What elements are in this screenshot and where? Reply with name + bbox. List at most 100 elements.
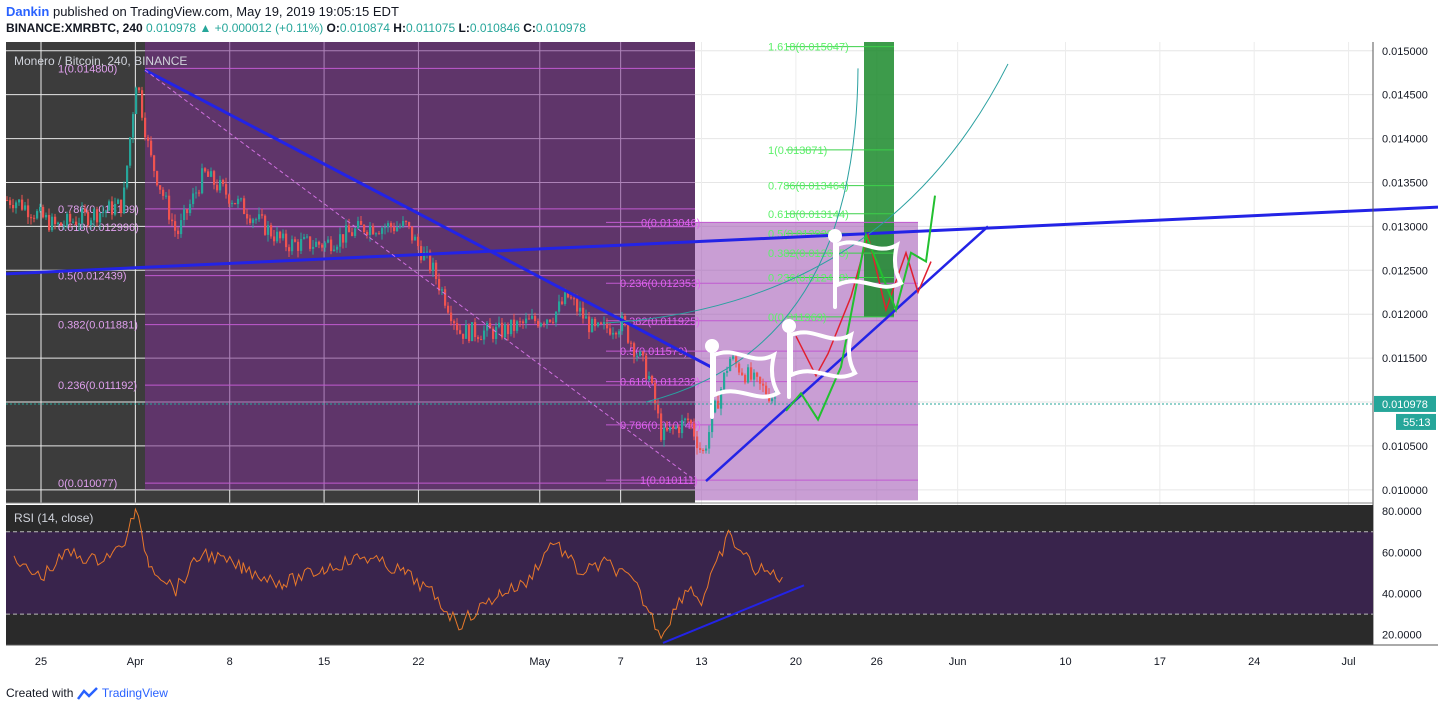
fib-green-label: 0.382(0.012695) — [768, 248, 849, 260]
candle-body — [339, 234, 342, 247]
candle-body — [702, 450, 705, 452]
candle-body — [717, 400, 720, 409]
candle-body — [525, 318, 528, 324]
candle-body — [27, 205, 30, 218]
candle-body — [117, 199, 120, 204]
candle-body — [363, 224, 366, 232]
candle-body — [522, 321, 525, 324]
candle-body — [96, 209, 99, 223]
candle-body — [378, 233, 381, 235]
candle-body — [585, 316, 588, 319]
price-axis-label: 0.015000 — [1382, 46, 1428, 58]
flag-icon-cloth — [712, 350, 781, 399]
candle-body — [183, 209, 186, 221]
candle-body — [660, 413, 663, 440]
fib-left-label: 0.236(0.011192) — [58, 380, 137, 392]
candle-body — [300, 239, 303, 251]
created-with-text: Created with — [6, 686, 74, 700]
candle-body — [66, 213, 69, 226]
candle-body — [252, 219, 255, 223]
candle-body — [612, 332, 615, 335]
candle-body — [9, 200, 12, 206]
close-label: C: — [523, 21, 536, 35]
candle-body — [39, 206, 42, 212]
candle-body — [303, 236, 306, 240]
rsi-trendline — [662, 584, 805, 644]
price-axis-label: 0.012000 — [1382, 309, 1428, 321]
time-axis-label: 17 — [1154, 656, 1166, 668]
candle-body — [621, 315, 624, 332]
candle-body — [48, 214, 51, 231]
publish-text: published on TradingView.com, May 19, 20… — [52, 4, 399, 19]
fib-green-label: 1(0.013871) — [768, 145, 827, 157]
countdown-label: 55:13 — [1403, 417, 1431, 429]
candle-body — [438, 278, 441, 291]
flag-icon — [705, 339, 781, 419]
last-price: 0.010978 — [146, 21, 197, 35]
candle-body — [156, 171, 159, 186]
candle-body — [492, 328, 495, 339]
rsi-axis-label: 60.0000 — [1382, 547, 1422, 559]
candle-body — [645, 355, 648, 379]
candle-body — [57, 222, 60, 225]
candle-body — [351, 232, 354, 236]
tradingview-brand[interactable]: TradingView — [101, 686, 168, 700]
candle-body — [150, 140, 153, 156]
fib-arc — [605, 63, 1009, 324]
candle-body — [42, 206, 45, 218]
candle-body — [531, 315, 534, 319]
candle-body — [426, 251, 429, 253]
candle-body — [51, 216, 54, 231]
open-value: 0.010874 — [339, 21, 390, 35]
candle-body — [558, 301, 561, 312]
candle-body — [213, 171, 216, 185]
candle-body — [297, 241, 300, 251]
last-price-tag — [1374, 395, 1436, 412]
time-axis-label: 13 — [695, 656, 707, 668]
candle-body — [498, 322, 501, 327]
author-name[interactable]: Dankin — [6, 4, 50, 19]
fib-mid-label: 1(0.010111) — [640, 475, 698, 487]
candle-body — [30, 217, 33, 219]
candle-body — [318, 241, 321, 245]
change-value: +0.000012 (+0.11%) — [214, 21, 324, 35]
candle-body — [123, 187, 126, 214]
candle-body — [444, 289, 447, 306]
candle-body — [324, 242, 327, 248]
fib-green-label: 0.618(0.013144) — [768, 209, 849, 221]
candle-body — [198, 192, 201, 194]
flag-icon-knob — [828, 229, 842, 243]
candle-body — [399, 226, 402, 228]
candle-body — [90, 220, 93, 226]
candle-body — [141, 90, 144, 118]
candle-body — [234, 203, 237, 205]
time-axis-label: 20 — [790, 656, 802, 668]
candle-body — [225, 184, 228, 195]
candle-body — [345, 225, 348, 243]
candle-body — [165, 195, 168, 197]
candle-body — [744, 375, 747, 383]
candle-body — [555, 311, 558, 323]
candle-body — [279, 231, 282, 239]
candle-body — [756, 372, 759, 377]
candle-body — [102, 211, 105, 214]
candle-body — [180, 220, 183, 235]
candle-body — [258, 214, 261, 220]
price-axis-label: 0.013000 — [1382, 221, 1428, 233]
candle-body — [81, 208, 84, 224]
trendline-channel — [705, 225, 989, 482]
candle-body — [99, 213, 102, 223]
candle-body — [366, 231, 369, 235]
candle-body — [594, 318, 597, 327]
candle-body — [69, 213, 72, 222]
candle-body — [132, 114, 135, 138]
candle-body — [207, 171, 210, 177]
candle-body — [162, 189, 165, 196]
candle-body — [654, 383, 657, 405]
candle-body — [249, 218, 252, 223]
candle-body — [570, 297, 573, 299]
fib-green-label: 0(0.011969) — [768, 312, 827, 324]
candle-body — [45, 214, 48, 218]
trendline-support — [6, 205, 1438, 276]
chart-canvas[interactable]: 1(0.014800)0.786(0.013199)0.618(0.012996… — [6, 42, 1438, 679]
